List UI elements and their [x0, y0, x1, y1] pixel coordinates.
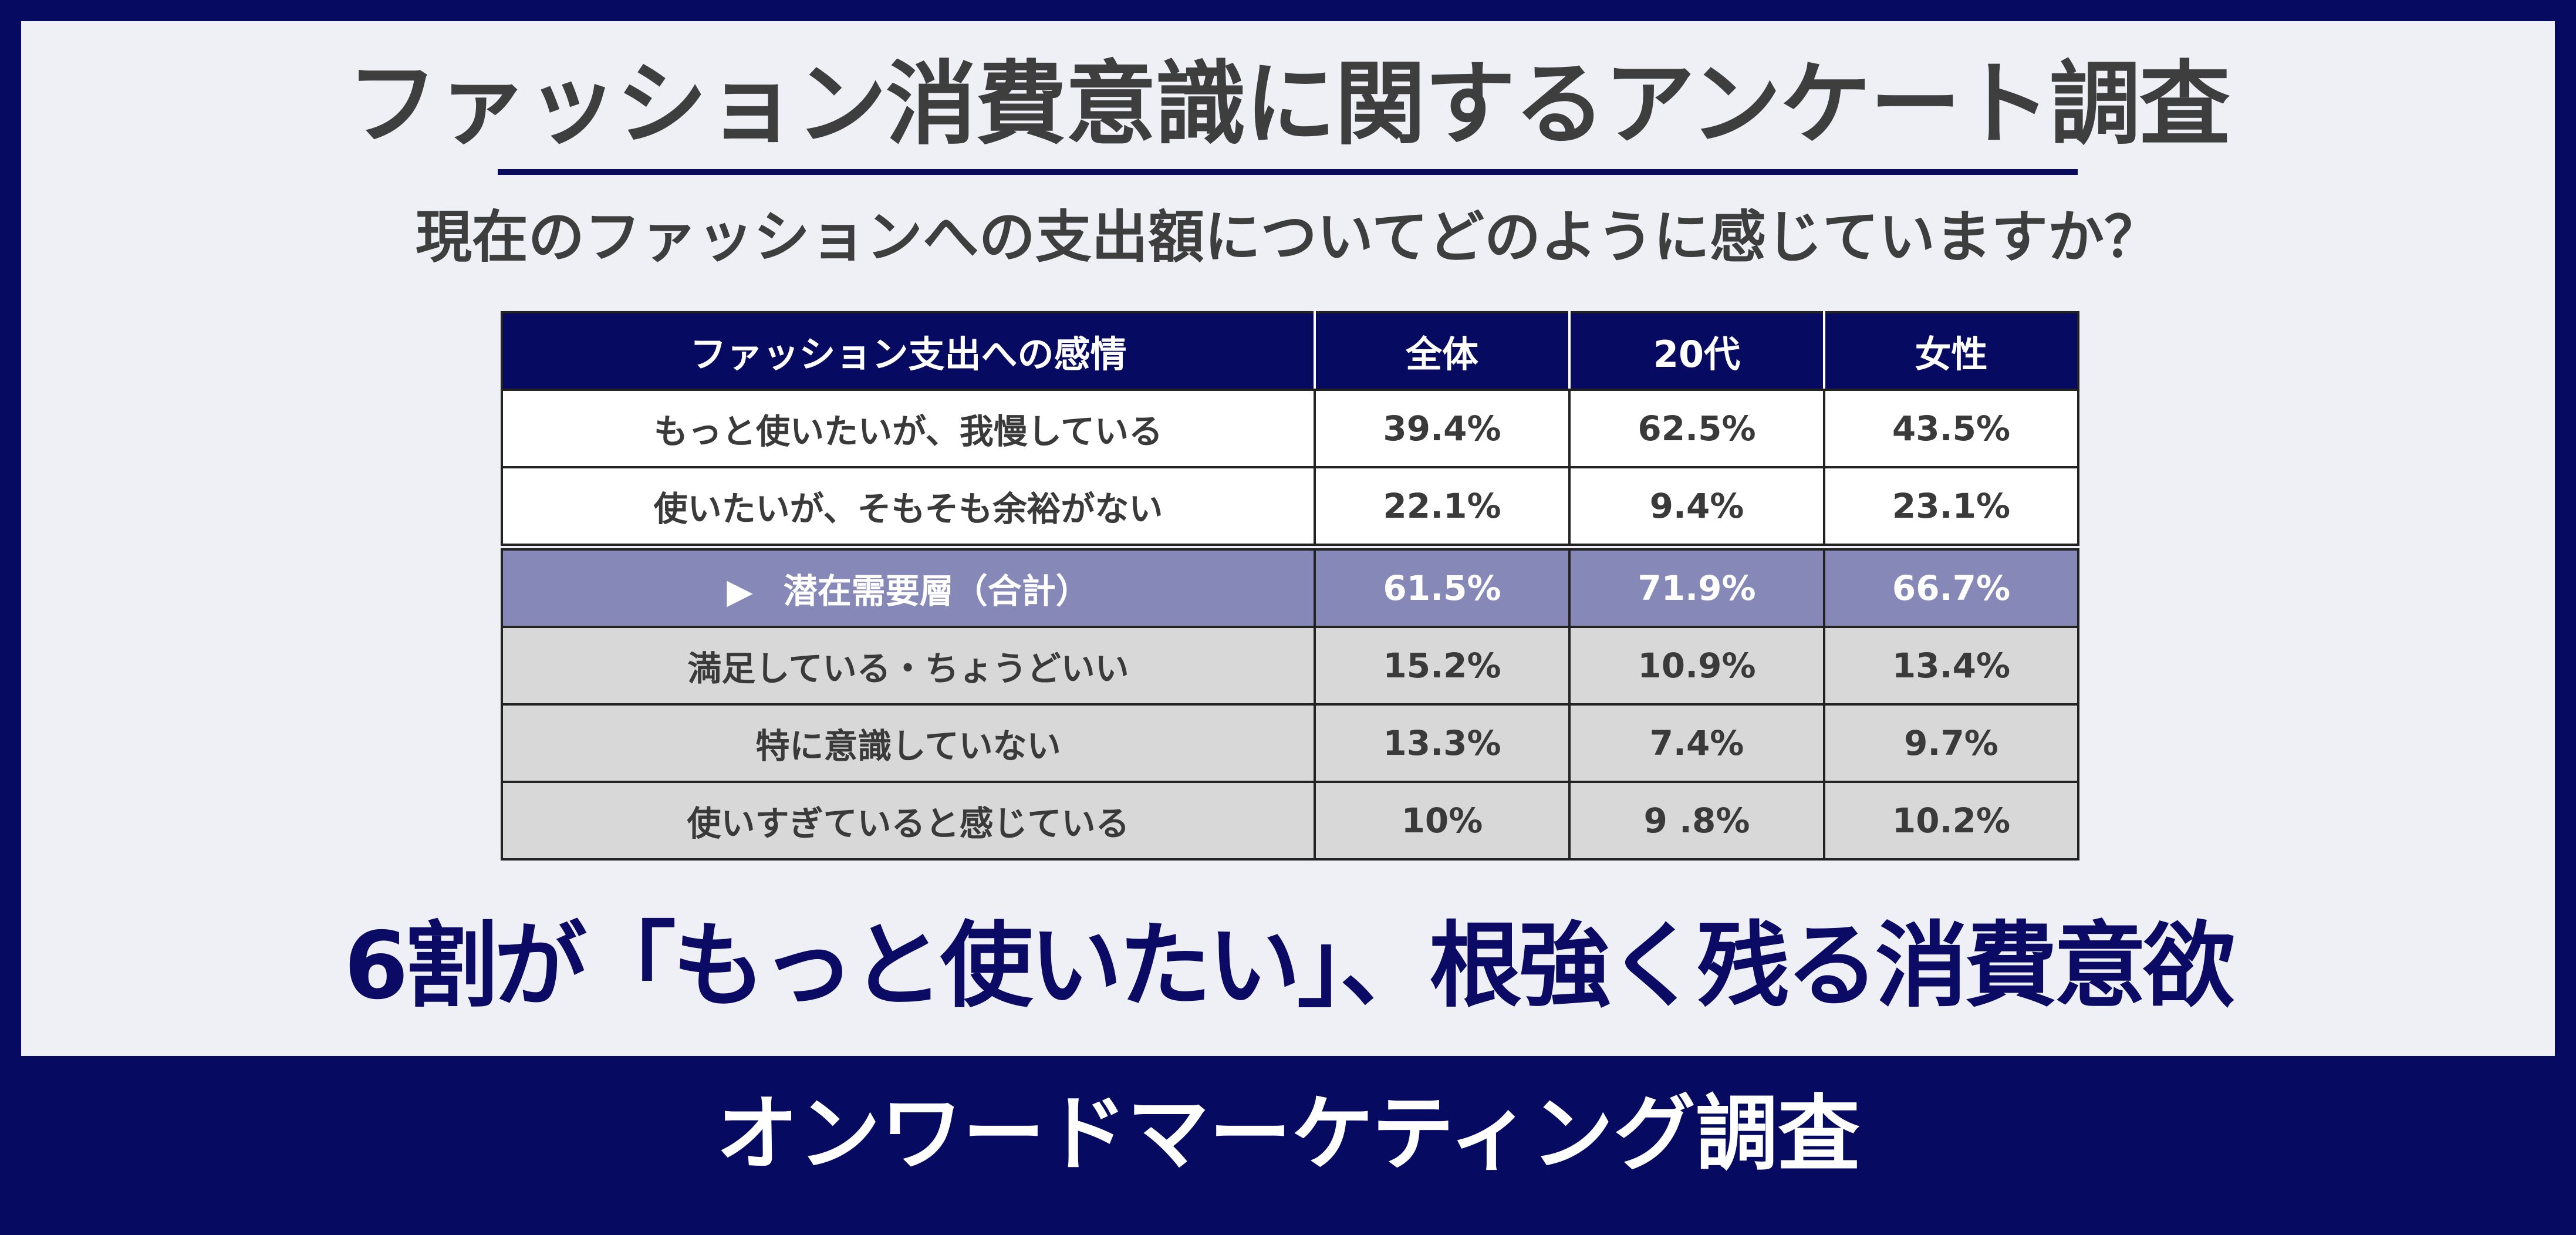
header-female: 女性 [1823, 311, 2079, 391]
table-row: 特に意識していない 13.3% 7.4% 9.7% [501, 703, 2079, 783]
value-overall: 22.1% [1314, 466, 1571, 548]
table-header-row: ファッション支出への感情 全体 20代 女性 [501, 311, 2079, 391]
row-label: 使いすぎていると感じている [501, 781, 1316, 861]
table-row: 満足している・ちょうどいい 15.2% 10.9% 13.4% [501, 626, 2079, 706]
value-20s: 9 .8% [1568, 781, 1825, 861]
total-row: ▶ 潜在需要層（合計） 61.5% 71.9% 66.7% [501, 544, 2079, 628]
value-20s: 9.4% [1568, 466, 1825, 548]
total-label: 潜在需要層（合計） [783, 571, 1090, 611]
row-label: 特に意識していない [501, 703, 1316, 783]
header-category: ファッション支出への感情 [501, 311, 1316, 391]
survey-question: 現在のファッションへの支出額についてどのように感じていますか？ [415, 204, 2161, 270]
table-row: 使いすぎていると感じている 10% 9 .8% 10.2% [501, 781, 2079, 861]
title-underline [498, 169, 2078, 175]
value-female: 66.7% [1823, 544, 2079, 628]
footer-source-label: オンワードマーケティング調査 [716, 1086, 1860, 1182]
value-overall: 39.4% [1314, 389, 1571, 468]
value-female: 13.4% [1823, 626, 2079, 706]
row-label: 満足している・ちょうどいい [501, 626, 1316, 706]
value-20s: 10.9% [1568, 626, 1825, 706]
value-female: 23.1% [1823, 466, 2079, 548]
value-overall: 10% [1314, 781, 1571, 861]
row-label: もっと使いたいが、我慢している [501, 389, 1316, 468]
value-female: 10.2% [1823, 781, 2079, 861]
value-overall: 61.5% [1314, 544, 1571, 628]
table-row: もっと使いたいが、我慢している 39.4% 62.5% 43.5% [501, 389, 2079, 468]
triangle-right-icon: ▶ [727, 571, 753, 611]
value-20s: 7.4% [1568, 703, 1825, 783]
value-20s: 71.9% [1568, 544, 1825, 628]
value-female: 9.7% [1823, 703, 2079, 783]
survey-results-table: ファッション支出への感情 全体 20代 女性 もっと使いたいが、我慢している 3… [501, 311, 2079, 861]
table-row: 使いたいが、そもそも余裕がない 22.1% 9.4% 23.1% [501, 466, 2079, 548]
conclusion-headline: 6割が「もっと使いたい」、根強く残る消費意欲 [344, 912, 2236, 1020]
header-overall: 全体 [1314, 311, 1571, 391]
row-label: 使いたいが、そもそも余裕がない [501, 466, 1316, 548]
content-panel: ファッション消費意識に関するアンケート調査 現在のファッションへの支出額について… [21, 21, 2555, 1056]
page-title: ファッション消費意識に関するアンケート調査 [347, 51, 2230, 157]
value-overall: 15.2% [1314, 626, 1571, 706]
value-female: 43.5% [1823, 389, 2079, 468]
value-overall: 13.3% [1314, 703, 1571, 783]
value-20s: 62.5% [1568, 389, 1825, 468]
header-20s: 20代 [1568, 311, 1825, 391]
row-label: ▶ 潜在需要層（合計） [501, 544, 1316, 628]
